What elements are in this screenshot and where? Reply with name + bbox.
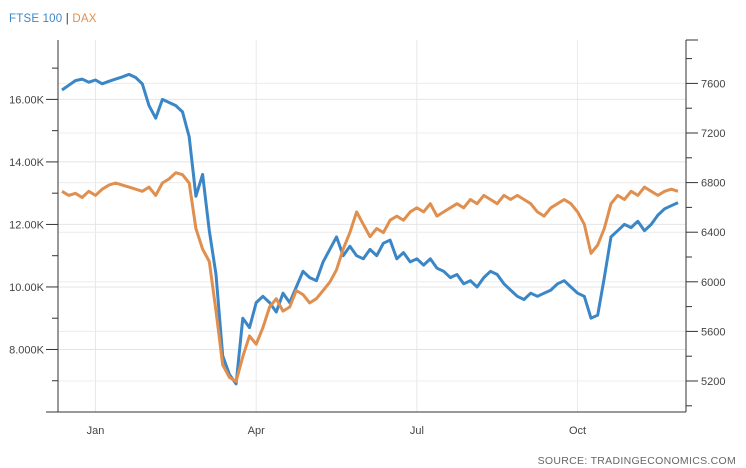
x-tick-label: Oct [569, 425, 586, 437]
source-note: SOURCE: TRADINGECONOMICS.COM [537, 455, 736, 467]
ftse-series-line [61, 72, 679, 386]
right-tick-label: 6400 [701, 227, 725, 239]
right-tick-label: 5200 [701, 376, 725, 388]
x-tick-label: Jan [87, 425, 105, 437]
x-tick-label: Apr [248, 425, 265, 437]
legend-dax: DAX [72, 13, 97, 25]
right-tick-label: 7600 [701, 78, 725, 90]
right-tick-label: 6000 [701, 277, 725, 289]
left-tick-label: 8.000K [9, 344, 45, 356]
right-tick-label: 5600 [701, 326, 725, 338]
legend-separator: | [65, 13, 69, 25]
left-tick-label: 14.00K [9, 157, 45, 169]
left-tick-label: 16.00K [9, 94, 45, 106]
left-tick-label: 12.00K [9, 219, 45, 231]
legend-ftse: FTSE 100 [9, 13, 63, 25]
right-tick-label: 7200 [701, 128, 725, 140]
left-tick-label: 10.00K [9, 282, 45, 294]
chart-legend: FTSE 100 | DAX [9, 13, 97, 25]
x-tick-label: Jul [410, 425, 424, 437]
dax-series-line [61, 171, 679, 383]
right-tick-label: 6800 [701, 178, 725, 190]
